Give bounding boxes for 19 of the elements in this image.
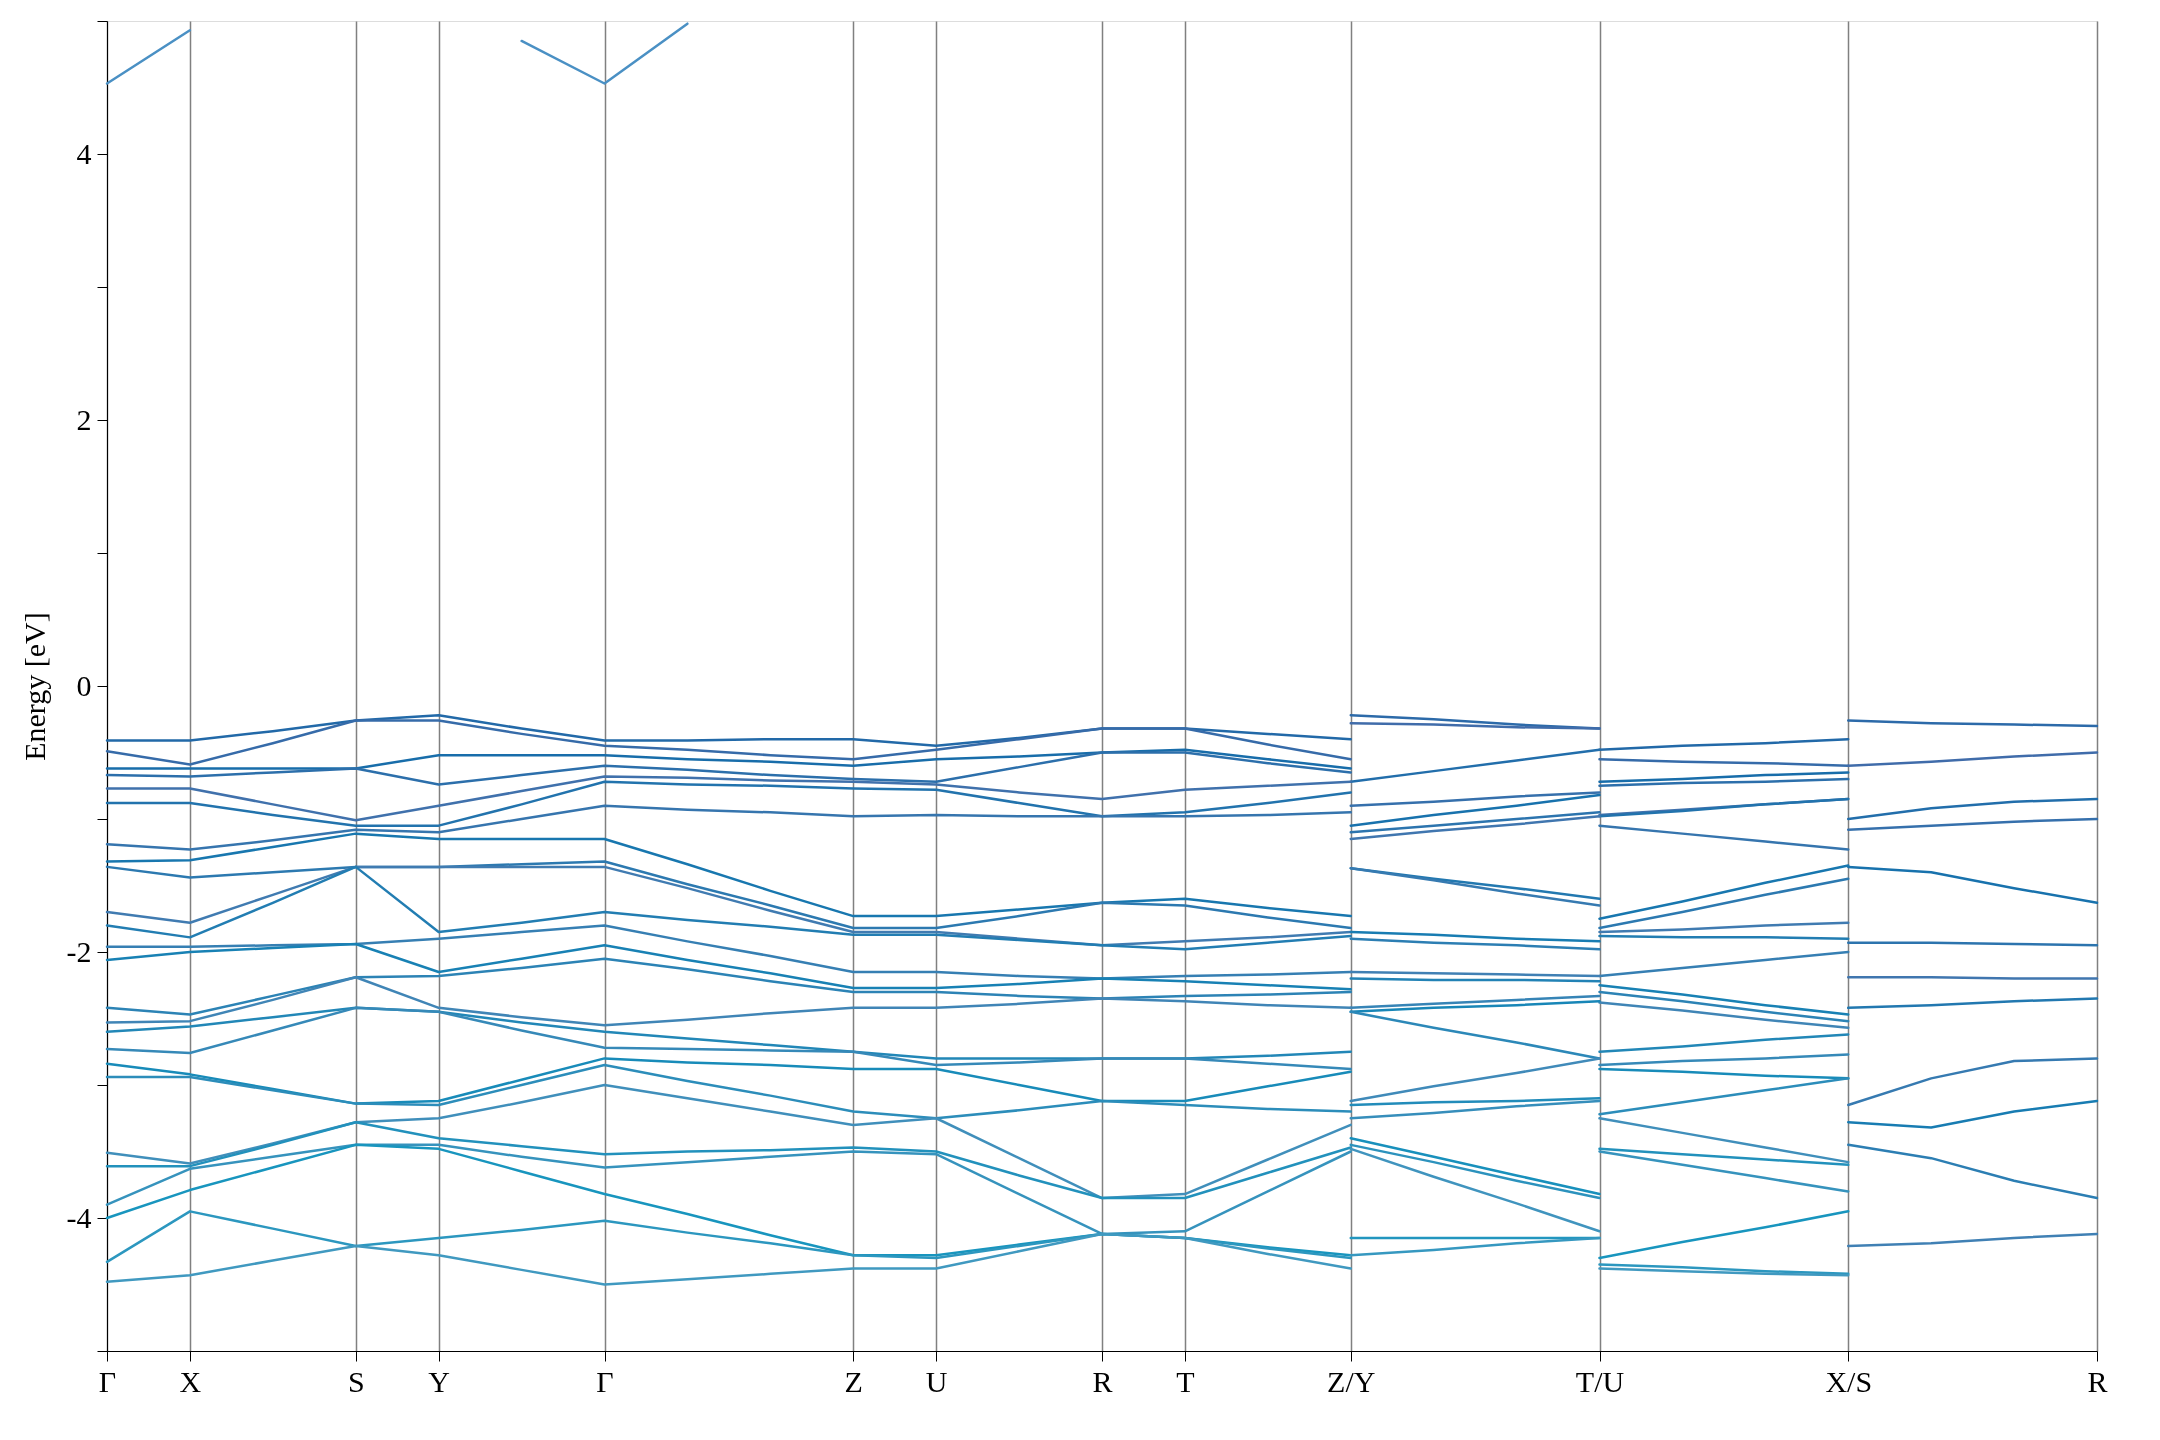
x-tick-label: R xyxy=(2087,1364,2108,1398)
y-tick-label: -2 xyxy=(66,934,92,968)
x-tick-label: X xyxy=(179,1364,202,1398)
y-tick-label: 2 xyxy=(76,402,92,436)
y-axis-title: Energy [eV] xyxy=(17,612,51,761)
x-tick-label: R xyxy=(1092,1364,1113,1398)
x-tick-label: T xyxy=(1176,1364,1195,1398)
y-tick-label: -4 xyxy=(66,1200,92,1234)
x-tick-label: X/S xyxy=(1825,1364,1873,1398)
x-tick-label: Γ xyxy=(98,1364,117,1398)
y-tick-label: 0 xyxy=(76,668,92,702)
x-tick-label: Z/Y xyxy=(1327,1364,1376,1398)
x-tick-label: T/U xyxy=(1575,1364,1625,1398)
x-tick-label: Y xyxy=(428,1364,450,1398)
x-tick-label: S xyxy=(347,1364,365,1398)
y-tick-label: 4 xyxy=(76,136,92,170)
x-tick-label: Z xyxy=(844,1364,863,1398)
x-tick-label: Γ xyxy=(596,1364,614,1398)
x-tick-label: U xyxy=(925,1364,948,1398)
